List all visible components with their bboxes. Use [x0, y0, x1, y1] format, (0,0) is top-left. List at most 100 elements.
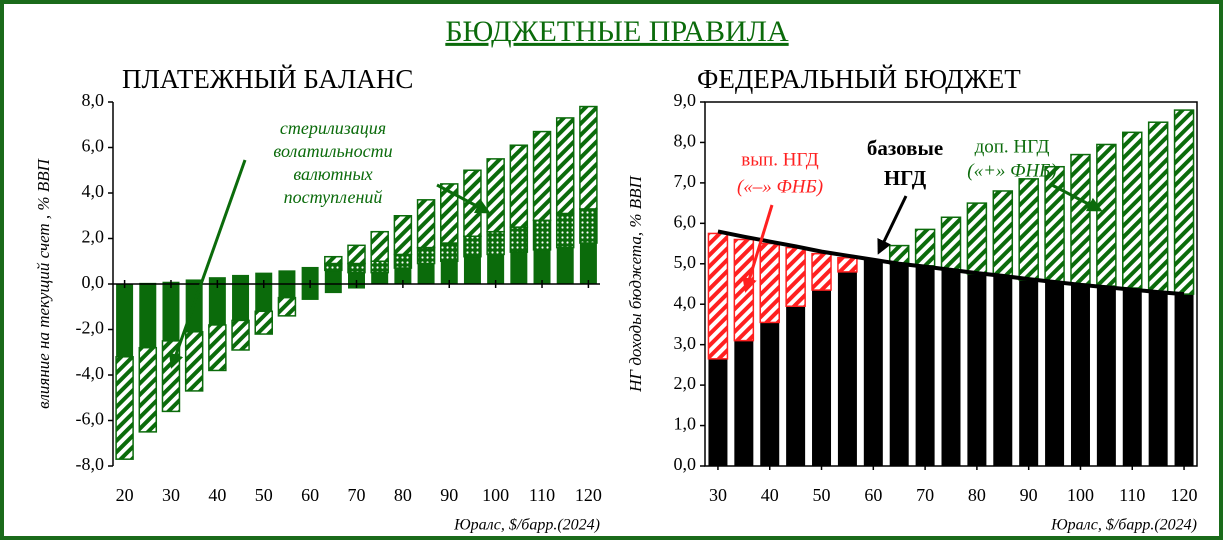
y-axis-label: влияние на текущий счет , % ВВП	[34, 157, 53, 408]
arrow	[877, 195, 908, 255]
bar	[1070, 153, 1091, 285]
bar	[863, 259, 883, 466]
bar	[416, 246, 436, 265]
y-tick-label: 5,0	[674, 252, 697, 272]
annotation: («–» ФНБ)	[737, 176, 823, 197]
bar	[555, 212, 575, 249]
bar	[1174, 294, 1194, 466]
y-tick-label: 6,0	[82, 136, 105, 156]
bar	[510, 252, 528, 284]
x-tick-label: 80	[394, 485, 412, 505]
y-tick-label: 8,0	[82, 90, 105, 110]
bar	[993, 275, 1013, 466]
annotation: валютных	[293, 164, 372, 184]
x-tick-label: 80	[968, 485, 986, 505]
annotation: вып. НГД	[741, 149, 818, 170]
arrow	[436, 183, 491, 214]
bar	[277, 296, 297, 317]
bar	[231, 319, 250, 351]
x-tick-label: 120	[1171, 485, 1198, 505]
bar	[255, 284, 273, 312]
bar	[138, 346, 158, 433]
y-tick-label: 4,0	[674, 292, 697, 312]
bar	[1096, 143, 1117, 287]
bar	[416, 199, 436, 249]
bar	[707, 232, 729, 360]
bar	[556, 247, 574, 284]
bar	[1070, 284, 1090, 466]
x-tick-label: 100	[1067, 485, 1094, 505]
bar	[1173, 109, 1195, 295]
arrow	[168, 159, 247, 369]
bar	[760, 322, 780, 466]
y-tick-label: 0,0	[674, 454, 697, 474]
bar	[162, 284, 180, 341]
x-tick-label: 90	[440, 485, 458, 505]
bar	[533, 249, 551, 284]
bar	[811, 252, 832, 291]
bar	[486, 158, 505, 233]
bar	[278, 270, 296, 284]
bar	[417, 263, 435, 284]
bar	[139, 284, 157, 348]
bar	[463, 256, 481, 284]
bar	[992, 190, 1014, 277]
bar	[941, 269, 961, 466]
bar	[347, 262, 366, 274]
bar	[532, 219, 552, 251]
bar	[232, 274, 250, 284]
bar	[579, 243, 597, 284]
bar	[1044, 165, 1065, 283]
bar	[371, 272, 389, 284]
bar	[185, 279, 203, 284]
y-tick-label: -6,0	[76, 409, 105, 429]
annotation: доп. НГД	[975, 136, 1050, 157]
bar	[708, 358, 728, 466]
annotation: стерилизация	[280, 118, 386, 138]
bar	[463, 235, 482, 258]
bar	[324, 262, 343, 272]
bar	[348, 272, 365, 284]
bar	[393, 215, 413, 256]
annotation: («+» ФНБ)	[967, 160, 1056, 181]
bar	[1096, 286, 1116, 466]
chart-title: ФЕДЕРАЛЬНЫЙ БЮДЖЕТ	[697, 64, 1021, 94]
y-tick-label: 6,0	[674, 211, 697, 231]
x-tick-label: 30	[162, 485, 180, 505]
arrow	[742, 204, 774, 293]
bar	[532, 130, 552, 222]
bar	[487, 254, 505, 284]
bar	[232, 284, 250, 321]
bar	[254, 310, 273, 335]
y-tick-label: 0,0	[82, 272, 105, 292]
bar	[1122, 131, 1143, 289]
line	[717, 229, 1185, 297]
bar	[759, 242, 780, 324]
bar	[837, 256, 858, 273]
x-tick-label: 100	[482, 485, 509, 505]
x-tick-label: 20	[116, 485, 134, 505]
bar	[440, 183, 459, 244]
y-tick-label: 2,0	[674, 373, 697, 393]
x-tick-label: 110	[529, 485, 555, 505]
x-tick-label: 40	[208, 485, 226, 505]
x-axis-label: Юралс, $/барр.(2024)	[453, 517, 600, 534]
bar	[579, 105, 598, 210]
annotation: поступлений	[284, 187, 383, 207]
annotation: базовые	[867, 136, 943, 160]
page-title: БЮДЖЕТНЫЕ ПРАВИЛА	[445, 15, 789, 48]
bar	[837, 271, 857, 466]
bar	[940, 216, 962, 271]
y-tick-label: 1,0	[674, 414, 697, 434]
x-tick-label: 30	[709, 485, 727, 505]
y-tick-label: 3,0	[674, 333, 697, 353]
bar	[889, 263, 909, 466]
bar	[208, 324, 227, 372]
x-axis-label: Юралс, $/барр.(2024)	[1050, 517, 1197, 534]
bar	[1122, 288, 1142, 466]
x-tick-label: 70	[916, 485, 934, 505]
bar	[786, 306, 806, 466]
bar	[301, 266, 319, 284]
x-tick-label: 110	[1119, 485, 1145, 505]
